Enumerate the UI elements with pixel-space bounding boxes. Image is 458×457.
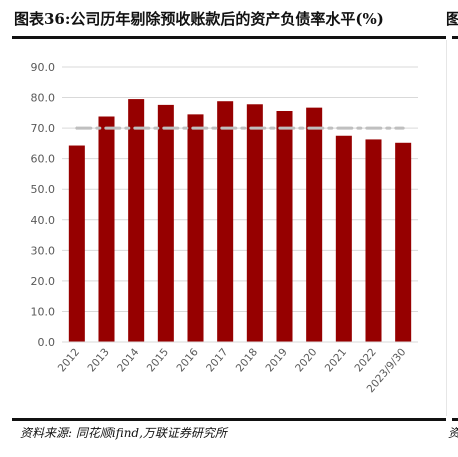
y-tick-label: 10.0 — [31, 305, 56, 318]
next-source-fragment: 资 — [448, 424, 458, 441]
bar — [306, 107, 323, 342]
source-note: 资料来源: 同花顺ifind,万联证券研究所 — [20, 426, 227, 440]
y-tick-label: 70.0 — [31, 122, 56, 135]
top-rule-next — [452, 36, 458, 39]
bars — [68, 99, 412, 343]
x-tick-label: 2022 — [352, 346, 378, 374]
bar — [335, 135, 352, 342]
x-axis: 2012 2013 2014 2015 2016 2017 2018 2019 2020 2021… — [56, 341, 418, 395]
x-tick-label: 2015 — [145, 346, 171, 374]
x-tick-label: 2021 — [323, 346, 349, 374]
x-tick-label: 2018 — [234, 346, 260, 374]
bar — [276, 111, 293, 342]
panel-divider — [446, 40, 447, 416]
next-chart-title-fragment: 图 — [446, 10, 458, 28]
grid-lines — [62, 66, 418, 343]
x-tick-label: 2012 — [56, 346, 82, 374]
bar — [246, 104, 263, 343]
x-tick-label: 2016 — [174, 346, 201, 374]
y-tick-label: 40.0 — [31, 214, 56, 227]
x-tick-label: 2020 — [293, 346, 319, 374]
x-tick-label: 2017 — [204, 346, 230, 374]
bar — [365, 139, 382, 342]
bar — [128, 99, 145, 342]
y-tick-label: 80.0 — [31, 92, 56, 105]
bar — [217, 101, 234, 342]
x-tick-label: 2019 — [263, 346, 289, 374]
bar — [157, 104, 174, 342]
bar — [395, 142, 412, 342]
x-tick-label: 2014 — [115, 346, 142, 374]
bar — [68, 145, 85, 342]
chart-title: 图表36:公司历年剔除预收账款后的资产负债率水平(%) — [14, 10, 384, 28]
y-axis: 0.0 10.0 20.0 30.0 40.0 50.0 60.0 70.0 80.0 90.0 — [31, 61, 56, 349]
bottom-rule-next — [452, 418, 458, 421]
bar — [98, 116, 115, 342]
y-tick-label: 0.0 — [38, 336, 56, 349]
bottom-rule — [12, 418, 446, 421]
y-tick-label: 60.0 — [31, 153, 56, 166]
y-tick-label: 50.0 — [31, 183, 56, 196]
top-rule — [12, 36, 446, 39]
x-tick-label: 2013 — [85, 346, 111, 374]
y-tick-label: 90.0 — [31, 61, 56, 74]
y-tick-label: 20.0 — [31, 275, 56, 288]
bar — [187, 114, 204, 342]
y-tick-label: 30.0 — [31, 244, 56, 257]
